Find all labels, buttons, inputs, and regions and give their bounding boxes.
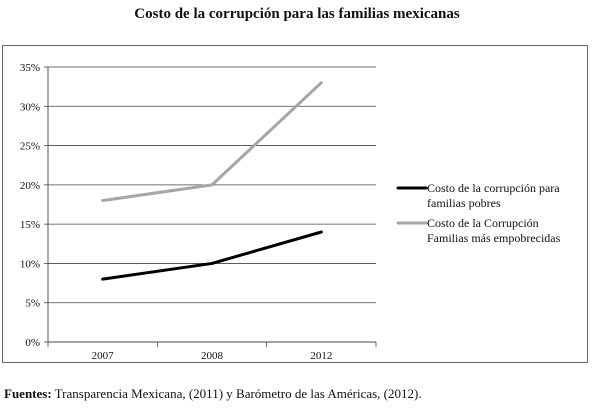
y-tick-label: 30% [20, 101, 40, 113]
series-line-1 [101, 230, 323, 281]
y-tick-label: 5% [25, 298, 40, 310]
axes: 0% 5% 10% 15% 20% 25% 30% 35% 2007 2008 2012 [20, 62, 377, 362]
source-label: Fuentes: [4, 386, 52, 401]
series-line-2 [101, 81, 323, 203]
y-tick-label: 20% [20, 180, 40, 192]
legend-label-line: Familias más empobrecidas [427, 231, 561, 245]
source-note: Fuentes: Transparencia Mexicana, (2011) … [4, 386, 422, 402]
legend: Costo de la corrupción para familias pobr… [396, 181, 561, 245]
y-tick-label: 0% [25, 337, 40, 349]
series-lines [101, 81, 323, 281]
y-tick-label: 15% [20, 219, 40, 231]
legend-label-1: Costo de la corrupción para familias pobr… [427, 181, 560, 210]
x-tick-label: 2007 [92, 350, 115, 362]
y-tick-label: 10% [20, 258, 40, 270]
legend-label-line: Costo de la Corrupción [427, 216, 539, 230]
source-text: Transparencia Mexicana, (2011) y Barómet… [51, 386, 422, 401]
chart-title: Costo de la corrupción para las familias… [134, 6, 460, 22]
x-tick-label: 2008 [201, 350, 224, 362]
y-tick-label: 35% [20, 62, 40, 74]
y-tick-label: 25% [20, 141, 40, 153]
x-tick-label: 2012 [310, 350, 332, 362]
legend-label-line: Costo de la corrupción para [427, 181, 560, 195]
chart-frame [2, 45, 588, 363]
legend-label-2: Costo de la Corrupción Familias más empob… [427, 216, 561, 245]
legend-label-line: familias pobres [427, 196, 501, 210]
